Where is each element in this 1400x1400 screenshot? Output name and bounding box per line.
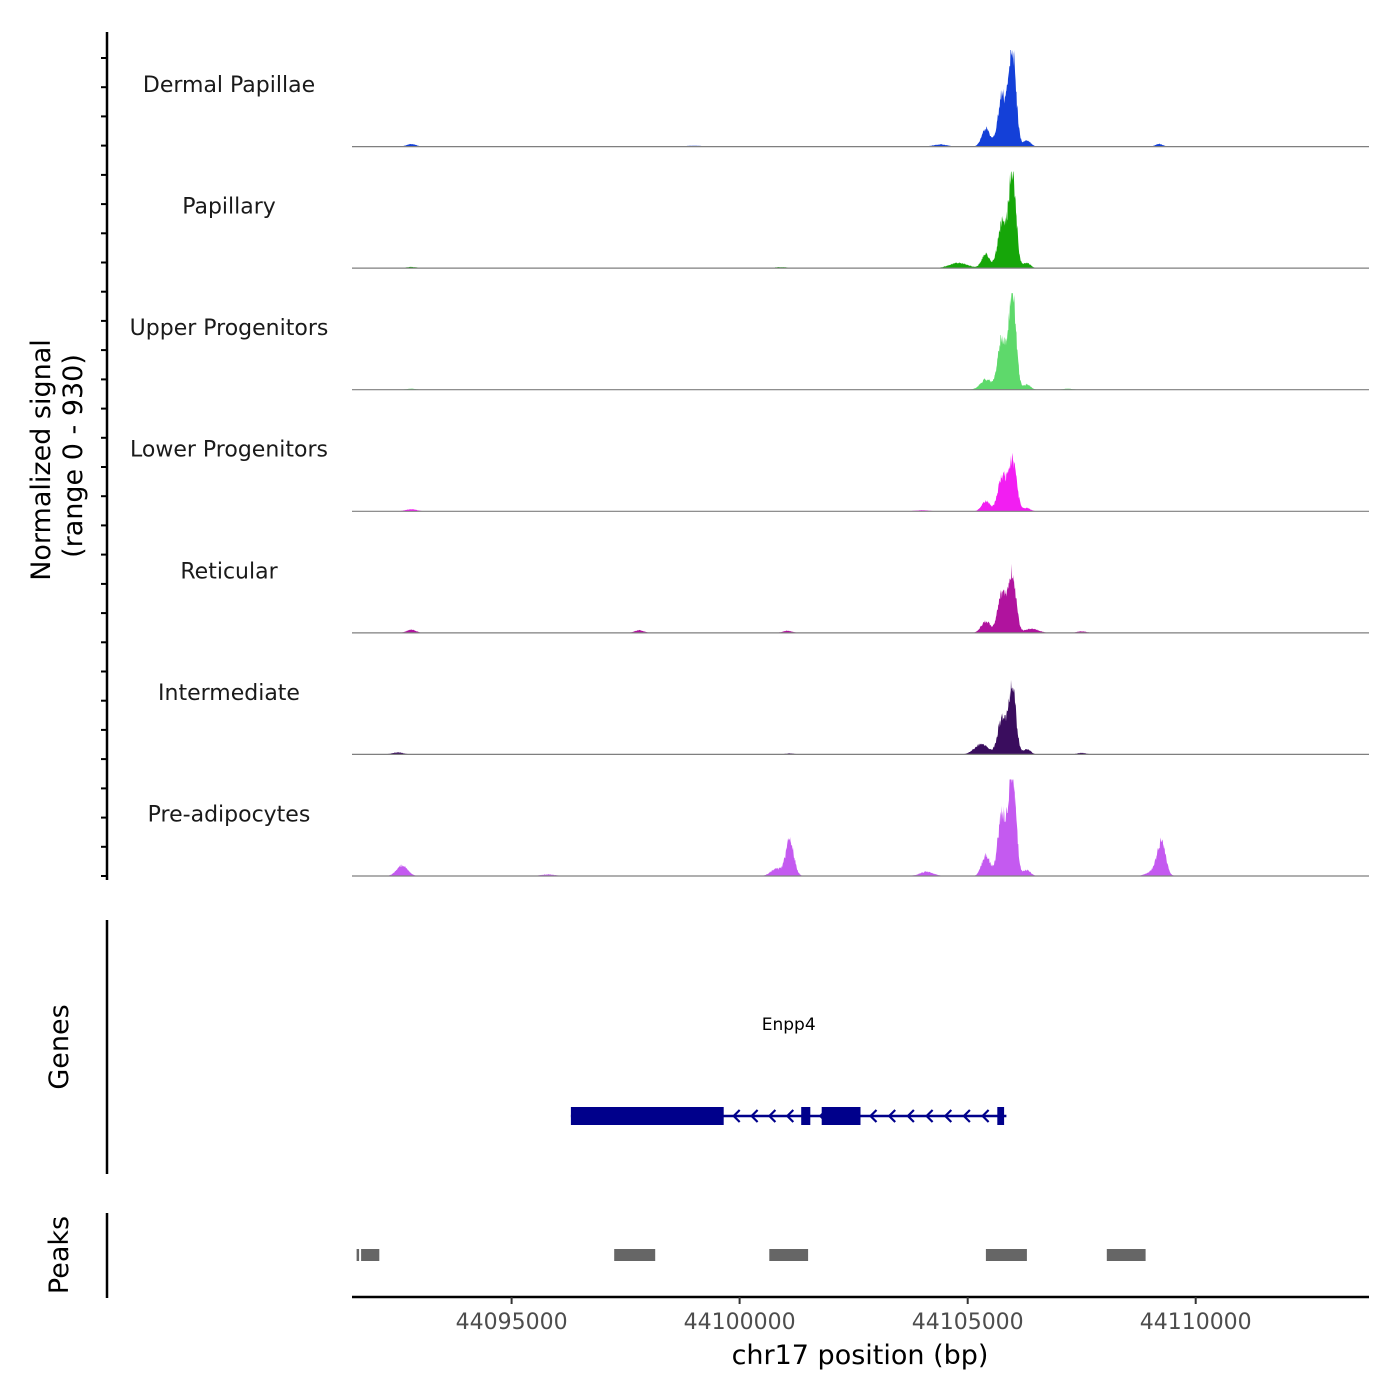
coverage-area <box>352 452 1219 512</box>
coverage-tracks: Dermal Papillae Papillary Upper Progenitor… <box>130 50 1369 877</box>
coverage-area <box>352 779 1219 876</box>
coverage-track-label: Pre-adipocytes <box>148 802 311 827</box>
coverage-track: Intermediate <box>158 679 1369 756</box>
genes-track-label: Genes <box>44 1004 75 1089</box>
strand-arrow <box>767 1109 777 1123</box>
coverage-track: Pre-adipocytes <box>148 779 1369 877</box>
coverage-track-label: Dermal Papillae <box>143 73 315 98</box>
coverage-track-label: Intermediate <box>158 681 300 706</box>
gene-exon <box>570 1107 724 1125</box>
strand-arrow <box>906 1109 915 1123</box>
coverage-area <box>352 171 1219 269</box>
peak-track <box>356 1249 1146 1261</box>
x-tick-label: 44110000 <box>1140 1310 1252 1335</box>
coverage-track-label: Reticular <box>180 559 278 584</box>
gene-exon <box>821 1107 861 1125</box>
strand-arrow <box>962 1109 971 1123</box>
strand-arrow <box>732 1109 741 1123</box>
coverage-area <box>352 679 1219 755</box>
gene-name-label: Enpp4 <box>762 1015 816 1035</box>
strand-arrow <box>750 1109 759 1123</box>
y-axis-range-subtitle: (range 0 - 930) <box>58 354 89 558</box>
coverage-y-axis <box>101 32 109 880</box>
coverage-area <box>352 50 1219 147</box>
y-axis-title: Normalized signal <box>26 339 57 581</box>
peak-region <box>356 1249 360 1261</box>
coverage-track: Reticular <box>180 559 1369 634</box>
x-tick-label: 44100000 <box>684 1310 796 1335</box>
peak-region <box>361 1249 380 1261</box>
coverage-track: Dermal Papillae <box>143 50 1369 148</box>
peak-region <box>614 1249 656 1261</box>
peaks-track-label: Peaks <box>44 1216 75 1294</box>
strand-arrow <box>943 1109 953 1123</box>
peak-region <box>985 1249 1027 1261</box>
gene-exon <box>801 1107 811 1125</box>
x-axis: 44095000 44100000 44105000 44110000 <box>352 1295 1369 1335</box>
strand-arrow <box>785 1109 795 1123</box>
gene-exon <box>997 1107 1005 1125</box>
x-axis-title: chr17 position (bp) <box>732 1340 989 1371</box>
coverage-track: Lower Progenitors <box>130 438 1369 512</box>
coverage-track-label: Lower Progenitors <box>130 438 328 463</box>
coverage-track-label: Upper Progenitors <box>130 316 329 341</box>
x-tick-label: 44105000 <box>912 1310 1024 1335</box>
strand-arrow <box>925 1109 934 1123</box>
peak-region <box>769 1249 809 1261</box>
coverage-track-label: Papillary <box>182 195 276 220</box>
coverage-track: Papillary <box>182 171 1369 269</box>
coverage-area <box>352 293 1219 390</box>
strand-arrow <box>868 1109 878 1123</box>
x-tick-label: 44095000 <box>456 1310 568 1335</box>
coverage-area <box>352 563 1219 633</box>
strand-arrow <box>887 1109 896 1123</box>
peak-region <box>1106 1249 1146 1261</box>
coverage-track: Upper Progenitors <box>130 293 1369 391</box>
strand-arrow <box>981 1109 990 1123</box>
gene-track: Enpp4 <box>570 1015 1007 1125</box>
